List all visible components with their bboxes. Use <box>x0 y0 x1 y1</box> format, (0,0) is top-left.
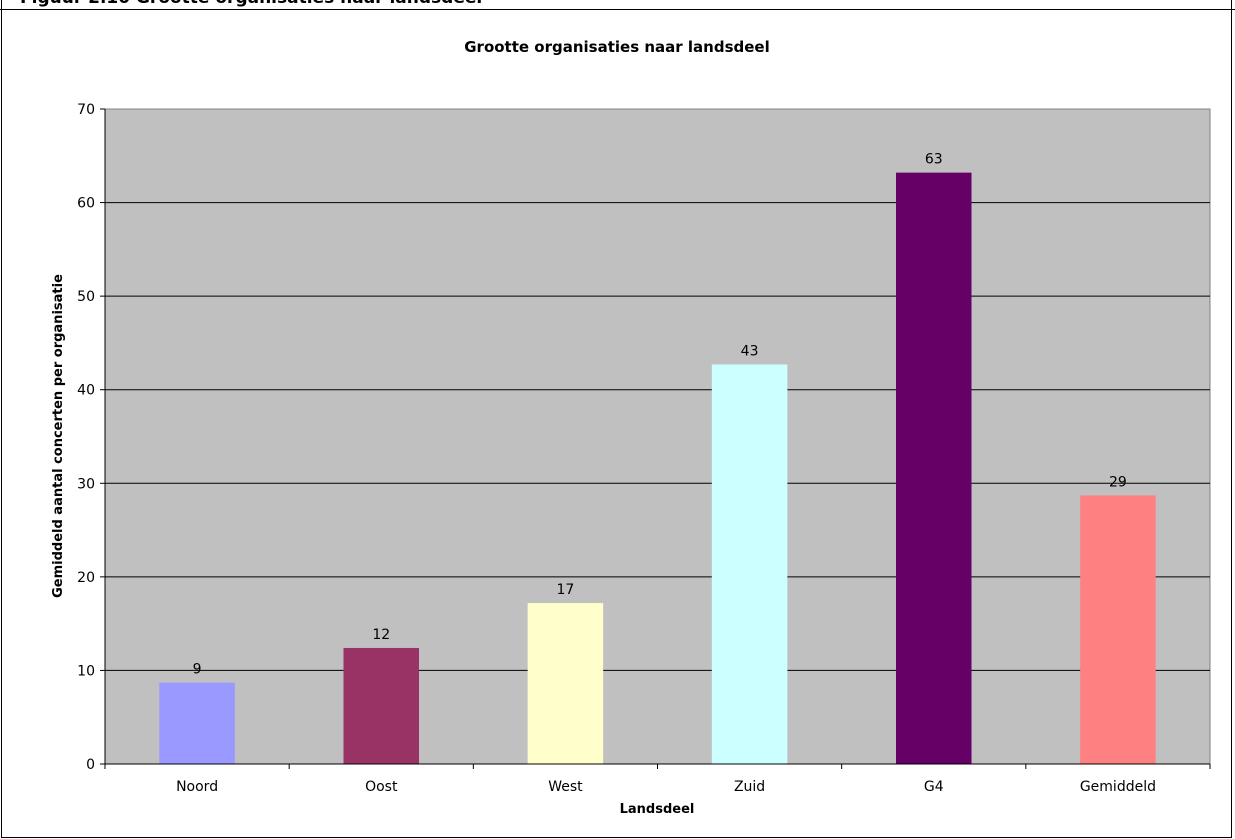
data-labels: 9 12 17 43 63 29 <box>193 152 1127 678</box>
bar-zuid <box>711 364 788 764</box>
y-tick-label: 60 <box>77 196 95 212</box>
bar-oost <box>343 647 420 764</box>
plot-area <box>104 108 1211 765</box>
data-label: 17 <box>557 582 575 598</box>
y-axis: 0 10 20 30 40 50 60 70 <box>77 102 106 773</box>
figure-caption: Figuur 2.10 Grootte organisaties naar la… <box>20 0 482 8</box>
y-tick-label: 40 <box>77 383 95 399</box>
x-axis-title: Landsdeel <box>620 802 695 817</box>
x-tick-label: Gemiddeld <box>1080 779 1156 795</box>
data-label: 63 <box>925 152 943 168</box>
y-axis-title: Gemiddeld aantal concerten per organisat… <box>51 274 66 598</box>
chart-title: Grootte organisaties naar landsdeel <box>464 38 770 56</box>
y-tick-label: 10 <box>77 663 95 679</box>
x-tick-label: Noord <box>176 779 218 795</box>
gridlines <box>105 202 1210 671</box>
bars <box>159 172 1156 765</box>
x-tick-label: Oost <box>365 779 398 795</box>
y-tick-label: 30 <box>77 476 95 492</box>
y-tick-label: 20 <box>77 570 95 586</box>
bar-g4 <box>895 172 972 765</box>
data-label: 12 <box>372 627 390 643</box>
data-label: 29 <box>1109 474 1127 490</box>
y-tick-label: 0 <box>86 757 95 773</box>
x-axis: Noord Oost West Zuid G4 Gemiddeld <box>104 763 1211 795</box>
bar-gemiddeld <box>1080 495 1156 764</box>
x-tick-label: Zuid <box>734 779 765 795</box>
x-tick-label: G4 <box>924 779 944 795</box>
bar-noord <box>159 682 235 764</box>
figure-caption-strip: Figuur 2.10 Grootte organisaties naar la… <box>0 0 1235 10</box>
bar-west <box>527 603 604 764</box>
y-tick-label: 70 <box>77 102 95 118</box>
data-label: 43 <box>741 343 759 359</box>
x-tick-label: West <box>548 779 583 795</box>
y-tick-label: 50 <box>77 289 95 305</box>
data-label: 9 <box>193 662 202 678</box>
